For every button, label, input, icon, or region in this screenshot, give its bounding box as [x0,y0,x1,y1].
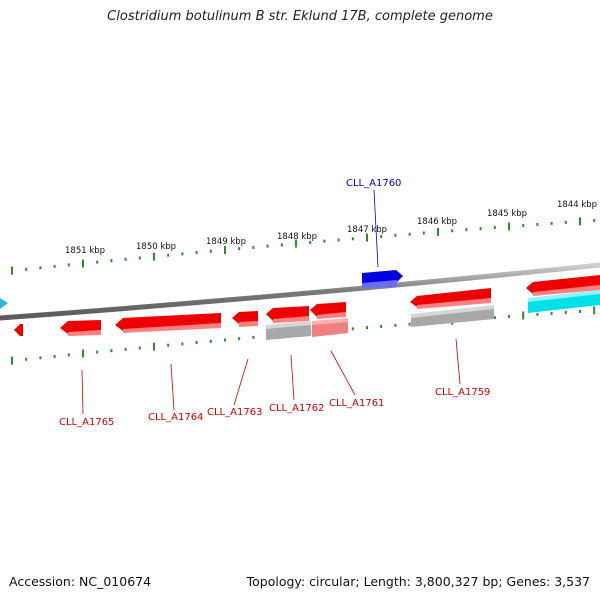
gene-CLL_A1762-shadow [273,316,309,323]
gene-CLL_A1761-pink-top [312,318,348,325]
gene-CLL_A1765-shadow [68,330,101,336]
gene-CLL_A1763[interactable] [232,311,258,324]
kbp-tick-label: 1844 kbp [557,200,597,210]
gene-right-cyan-top [528,290,600,302]
gene-CLL_A1765[interactable] [60,320,101,334]
gene-CLL_A1759[interactable] [410,288,491,307]
gene-CLL_A1762-grey-top [266,321,311,329]
gene-CLL_A1763-shadow [239,321,258,327]
gene-CLL_A1759-grey-top [411,305,494,318]
gene-small-left[interactable] [14,324,23,336]
genome-backbone [0,262,600,321]
kbp-tick-label: 1851 kbp [65,246,105,256]
kbp-tick-label: 1846 kbp [417,217,457,227]
kbp-labels: 1851 kbp 1850 kbp 1849 kbp 1848 kbp 1847… [65,200,597,256]
genome-summary-text: Topology: circular; Length: 3,800,327 bp… [246,574,590,589]
gene-right-cyan[interactable] [528,292,600,313]
gene-right-red[interactable] [526,275,600,294]
label-leader-lines [81,189,461,415]
genome-title: Clostridium botulinum B str. Eklund 17B,… [107,9,493,24]
kbp-tick-label: 1847 kbp [347,225,387,235]
kbp-tick-label: 1850 kbp [136,242,176,252]
gene-label-CLL_A1762[interactable]: CLL_A1762 [269,403,324,414]
gene-CLL_A1759-grey[interactable] [411,307,494,327]
gene-label-CLL_A1763[interactable]: CLL_A1763 [207,407,262,418]
gene-label-CLL_A1759[interactable]: CLL_A1759 [435,387,490,398]
accession-text: Accession: NC_010674 [9,574,152,589]
gene-CLL_A1761-shadow [317,312,346,319]
gene-label-CLL_A1760[interactable]: CLL_A1760 [346,178,401,189]
kbp-tick-label: 1845 kbp [487,209,527,219]
reverse-strand-genes [14,275,600,340]
kbp-tick-label: 1849 kbp [206,237,246,247]
kbp-tick-label: 1848 kbp [277,232,317,242]
gene-CLL_A1760-shadow [362,280,397,288]
gene-fragment-cyan-left[interactable] [0,298,8,309]
gene-right-red-shadow [533,285,600,296]
gene-labels: CLL_A1760 CLL_A1765 CLL_A1764 CLL_A1763 … [59,178,490,428]
gene-label-CLL_A1761[interactable]: CLL_A1761 [329,398,384,409]
gene-label-CLL_A1765[interactable]: CLL_A1765 [59,417,114,428]
gene-label-CLL_A1764[interactable]: CLL_A1764 [148,412,203,423]
upper-tick-track [11,217,596,275]
gene-CLL_A1764-shadow [123,323,221,333]
gene-CLL_A1759-shadow [417,298,491,309]
forward-strand-genes [362,270,403,288]
